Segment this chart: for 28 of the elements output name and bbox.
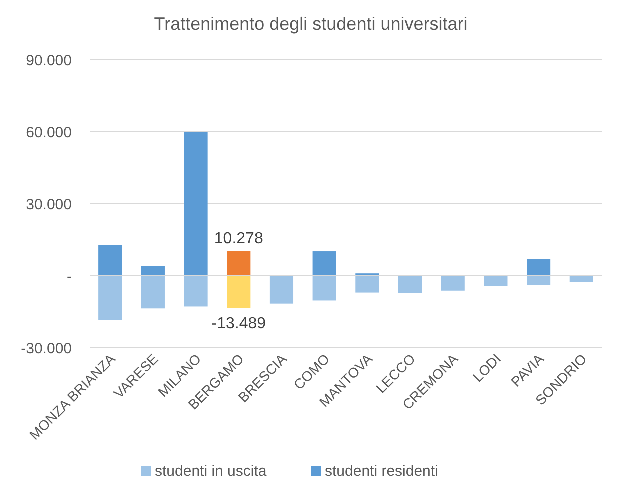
bar — [441, 276, 465, 291]
bar — [270, 276, 294, 304]
y-tick-label: -30.000 — [21, 340, 72, 358]
y-tick-label: - — [67, 268, 72, 286]
y-tick-label: 30.000 — [26, 196, 72, 214]
bar — [141, 266, 165, 276]
legend-label: studenti in uscita — [155, 463, 268, 480]
bar — [484, 276, 508, 286]
y-tick-label: 90.000 — [26, 52, 72, 70]
y-tick-label: 60.000 — [26, 124, 72, 142]
bar — [527, 276, 551, 286]
bar — [98, 276, 122, 320]
bar — [184, 276, 208, 307]
bar — [312, 276, 336, 301]
bar — [98, 245, 122, 276]
bar — [527, 259, 551, 276]
bar — [312, 252, 336, 276]
bar — [227, 251, 251, 276]
legend-label: studenti residenti — [325, 463, 438, 480]
chart-title: Trattenimento degli studenti universitari — [154, 14, 468, 34]
bar — [141, 276, 165, 309]
data-label: -13.489 — [212, 315, 266, 332]
bar — [184, 132, 208, 276]
bar — [570, 276, 594, 282]
bar — [227, 276, 251, 308]
data-label: 10.278 — [214, 230, 264, 248]
bar — [356, 276, 380, 293]
bar — [398, 276, 422, 294]
